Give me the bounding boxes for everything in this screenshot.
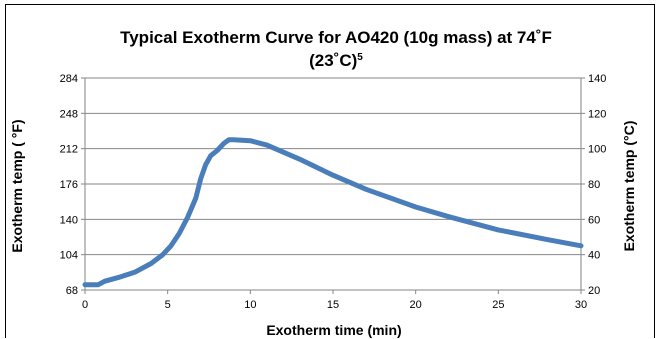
y-right-tick-label-5: 120 bbox=[588, 108, 606, 120]
y-right-tick-label-0: 20 bbox=[588, 285, 600, 297]
y-left-tick-label-2: 140 bbox=[60, 214, 78, 226]
y-right-tick-label-2: 60 bbox=[588, 214, 600, 226]
y-left-tick-label-4: 212 bbox=[60, 144, 78, 156]
y-left-tick-label-5: 248 bbox=[60, 108, 78, 120]
exotherm-chart: 68 104 140 176 212 248 284 20 40 60 80 100 120 140 0 5 1… bbox=[9, 28, 637, 338]
y-left-tick-label-3: 176 bbox=[60, 179, 78, 191]
x-tick-label-1: 5 bbox=[165, 299, 171, 311]
x-tick-label-6: 30 bbox=[575, 299, 587, 311]
y-right-tick-label-1: 40 bbox=[588, 250, 600, 262]
y-right-tick-label-4: 100 bbox=[588, 144, 606, 156]
series-line-0 bbox=[82, 137, 584, 288]
chart-title-superscript: 5 bbox=[357, 52, 363, 63]
x-tick-label-2: 10 bbox=[244, 299, 256, 311]
x-tick-label-3: 15 bbox=[327, 299, 339, 311]
chart-title-line-2: (23˚C)5 bbox=[309, 51, 363, 70]
y-axis-title-left: Exotherm temp ( °F) bbox=[9, 119, 25, 252]
y-right-tick-label-6: 140 bbox=[588, 73, 606, 85]
y-right-tick-label-3: 80 bbox=[588, 179, 600, 191]
x-tick-label-5: 25 bbox=[492, 299, 504, 311]
y-left-tick-label-0: 68 bbox=[66, 285, 78, 297]
x-tick-label-0: 0 bbox=[82, 299, 88, 311]
y-left-tick-label-1: 104 bbox=[60, 250, 78, 262]
x-axis-title: Exotherm time (min) bbox=[266, 322, 401, 338]
chart-title-line-1: Typical Exotherm Curve for AO420 (10g ma… bbox=[120, 28, 552, 47]
chart-title-line-2-text: (23˚C) bbox=[309, 51, 357, 70]
chart-frame: 68 104 140 176 212 248 284 20 40 60 80 100 120 140 0 5 1… bbox=[5, 4, 655, 338]
x-tick-label-4: 20 bbox=[410, 299, 422, 311]
y-axis-title-right: Exotherm temp (°C) bbox=[621, 121, 637, 252]
y-left-tick-label-6: 284 bbox=[60, 73, 78, 85]
